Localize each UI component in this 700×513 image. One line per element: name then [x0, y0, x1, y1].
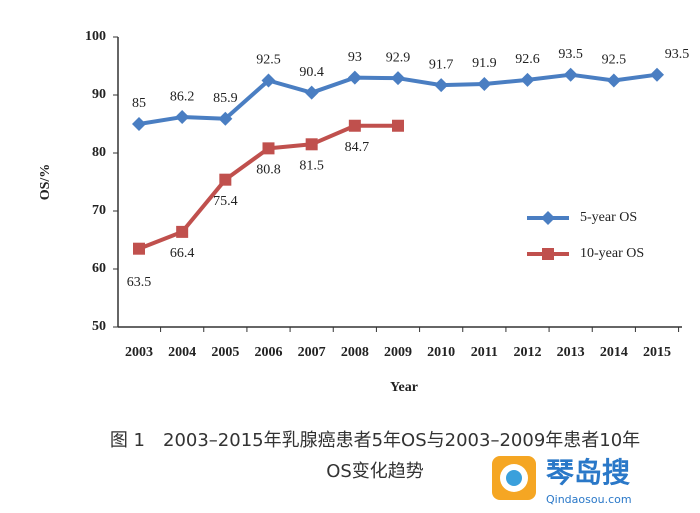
- x-tick-label: 2003: [125, 345, 153, 360]
- data-label: 85: [132, 96, 146, 111]
- x-tick-label: 2015: [643, 345, 671, 360]
- x-tick-label: 2005: [211, 345, 239, 360]
- x-tick-label: 2008: [341, 345, 369, 360]
- marker: [175, 110, 190, 125]
- marker: [392, 119, 404, 132]
- data-label: 75.4: [213, 194, 238, 209]
- data-label: 92.6: [515, 52, 540, 67]
- x-tick-label: 2007: [298, 345, 326, 360]
- x-tick-label: 2012: [514, 345, 542, 360]
- data-label: 93.5: [558, 47, 583, 62]
- x-tick-label: 2010: [427, 345, 455, 360]
- caption-line: 图 1 2003–2015年乳腺癌患者5年OS与2003–2009年患者10年: [110, 430, 640, 451]
- legend-label: 5-year OS: [580, 210, 637, 225]
- data-label: 91.9: [472, 56, 497, 71]
- y-tick-label: 90: [92, 87, 106, 102]
- marker: [262, 142, 275, 155]
- caption-line: OS变化趋势: [326, 461, 424, 482]
- data-label: 84.7: [345, 140, 370, 155]
- marker: [541, 211, 555, 225]
- data-label: 80.8: [256, 163, 281, 178]
- watermark-logo: [492, 456, 536, 500]
- data-label: 63.5: [127, 275, 152, 290]
- x-tick-label: 2004: [168, 345, 196, 360]
- y-tick-label: 60: [92, 261, 106, 276]
- y-axis-label: OS/%: [38, 164, 53, 201]
- marker: [132, 117, 146, 131]
- marker: [305, 138, 318, 151]
- data-label: 85.9: [213, 91, 238, 106]
- y-tick-label: 100: [85, 29, 106, 44]
- marker: [434, 78, 449, 93]
- marker: [348, 119, 361, 132]
- data-label: 92.5: [256, 53, 281, 68]
- data-label: 81.5: [299, 159, 324, 174]
- marker: [477, 76, 492, 91]
- y-tick-label: 70: [92, 203, 106, 218]
- data-label: 91.7: [429, 57, 454, 72]
- x-tick-label: 2013: [557, 345, 585, 360]
- x-axis-label: Year: [390, 380, 418, 395]
- y-tick-label: 50: [92, 319, 106, 334]
- marker: [347, 70, 362, 85]
- data-label: 66.4: [170, 246, 195, 261]
- marker: [606, 73, 621, 88]
- y-tick-label: 80: [92, 145, 106, 160]
- x-tick-label: 2014: [600, 345, 628, 360]
- data-label: 90.4: [299, 65, 324, 80]
- marker: [391, 71, 405, 86]
- marker: [261, 73, 276, 88]
- x-tick-label: 2011: [471, 345, 498, 360]
- watermark-url: Qindaosou.com: [546, 493, 632, 506]
- data-label: 93.5: [665, 47, 690, 62]
- legend-label: 10-year OS: [580, 246, 644, 261]
- marker: [219, 173, 232, 186]
- marker: [542, 248, 554, 260]
- marker: [520, 72, 535, 87]
- marker: [133, 242, 145, 255]
- data-label: 93: [348, 50, 362, 65]
- marker: [218, 111, 233, 126]
- watermark-title: 琴岛搜: [546, 456, 630, 489]
- data-label: 92.9: [386, 50, 411, 65]
- data-label: 86.2: [170, 89, 195, 104]
- x-tick-label: 2009: [384, 345, 412, 360]
- marker: [650, 67, 664, 82]
- marker: [304, 85, 319, 100]
- marker: [563, 67, 578, 82]
- x-tick-label: 2006: [255, 345, 283, 360]
- data-label: 92.5: [602, 53, 627, 68]
- marker: [176, 225, 189, 238]
